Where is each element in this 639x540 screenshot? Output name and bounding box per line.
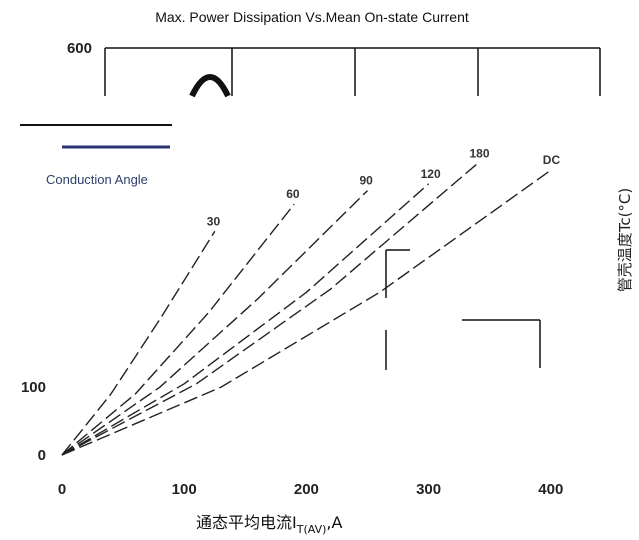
curve-label-120: 120 — [421, 167, 441, 181]
series-line-30 — [61, 230, 216, 456]
half-sine-wave-icon — [189, 74, 231, 98]
x-tick-label: 300 — [416, 481, 441, 498]
curve-labels: 30 60 90 120 180 DC — [207, 147, 561, 229]
y-axis-ticks: 0 100 600 — [21, 40, 92, 464]
x-axis-label: 通态平均电流IT(AV),A — [196, 513, 342, 536]
series-line-DC — [61, 169, 552, 456]
curve-label-90: 90 — [360, 174, 374, 188]
conduction-angle-inset: Conduction Angle — [20, 74, 231, 187]
y-axis-label: 管壳温度Tc(°C) — [616, 188, 634, 293]
x-axis-label-main: 通态平均电流I — [196, 513, 297, 532]
x-tick-label: 0 — [58, 481, 66, 498]
curve-label-180: 180 — [470, 147, 490, 161]
curve-label-30: 30 — [207, 214, 221, 228]
x-tick-label: 400 — [538, 481, 563, 498]
x-tick-label: 200 — [294, 481, 319, 498]
series-line-180 — [61, 162, 478, 456]
plot-frame — [104, 47, 601, 370]
chart-title: Max. Power Dissipation Vs.Mean On-state … — [155, 9, 469, 25]
y-tick-label: 600 — [67, 40, 92, 57]
x-tick-label: 100 — [172, 481, 197, 498]
series-line-120 — [61, 183, 430, 456]
conduction-angle-caption: Conduction Angle — [46, 172, 148, 187]
x-axis-label-sub: T(AV) — [296, 523, 327, 536]
y-tick-label: 0 — [38, 447, 46, 464]
x-axis-label-unit: ,A — [326, 513, 342, 532]
series-line-90 — [61, 190, 368, 456]
series-layer — [61, 162, 552, 456]
series-line-60 — [61, 203, 295, 456]
x-axis-ticks: 0 100 200 300 400 — [58, 481, 563, 498]
curve-label-DC: DC — [543, 153, 561, 167]
y-tick-label: 100 — [21, 379, 46, 396]
curve-label-60: 60 — [286, 187, 300, 201]
